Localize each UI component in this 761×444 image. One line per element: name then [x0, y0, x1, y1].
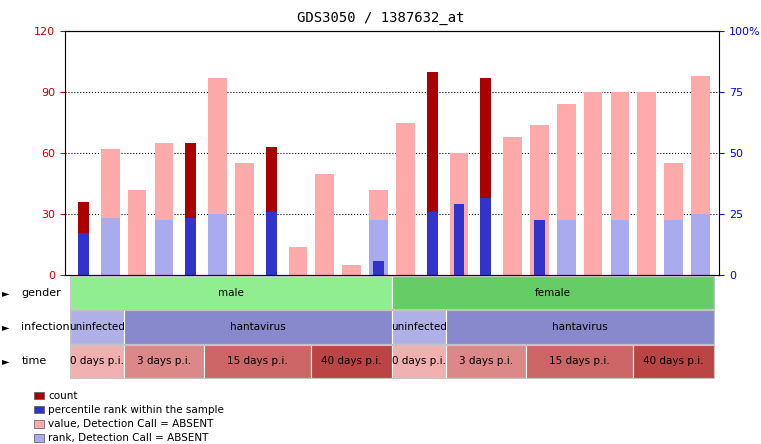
Bar: [427, 212, 438, 275]
Bar: [691, 76, 710, 275]
Bar: [396, 123, 415, 275]
Text: percentile rank within the sample: percentile rank within the sample: [48, 405, 224, 415]
Bar: [557, 104, 575, 275]
Text: uninfected: uninfected: [391, 322, 447, 332]
Bar: [503, 137, 522, 275]
Bar: [557, 220, 575, 275]
Text: male: male: [218, 288, 244, 298]
Bar: [610, 220, 629, 275]
Text: hantavirus: hantavirus: [230, 322, 285, 332]
Text: uninfected: uninfected: [69, 322, 125, 332]
Bar: [638, 92, 656, 275]
Text: 40 days p.i.: 40 days p.i.: [643, 356, 704, 366]
Bar: [450, 153, 468, 275]
Bar: [186, 218, 196, 275]
Text: ►: ►: [2, 322, 9, 332]
Bar: [288, 247, 307, 275]
Bar: [454, 204, 464, 275]
Bar: [664, 163, 683, 275]
Bar: [373, 261, 384, 275]
Bar: [584, 92, 603, 275]
Bar: [534, 220, 545, 275]
Bar: [78, 233, 89, 275]
Bar: [186, 143, 196, 275]
Bar: [101, 218, 119, 275]
Bar: [530, 125, 549, 275]
Bar: [369, 220, 388, 275]
Bar: [235, 163, 253, 275]
Bar: [78, 202, 89, 275]
Bar: [369, 190, 388, 275]
Bar: [154, 220, 174, 275]
Bar: [154, 143, 174, 275]
Text: 15 days p.i.: 15 days p.i.: [228, 356, 288, 366]
Text: 3 days p.i.: 3 days p.i.: [137, 356, 191, 366]
Text: ►: ►: [2, 288, 9, 298]
Bar: [266, 212, 276, 275]
Bar: [101, 149, 119, 275]
Text: infection: infection: [21, 322, 70, 332]
Text: value, Detection Call = ABSENT: value, Detection Call = ABSENT: [48, 419, 213, 429]
Text: hantavirus: hantavirus: [552, 322, 607, 332]
Bar: [316, 174, 334, 275]
Text: gender: gender: [21, 288, 61, 298]
Text: female: female: [535, 288, 571, 298]
Bar: [664, 220, 683, 275]
Bar: [209, 214, 227, 275]
Bar: [480, 78, 491, 275]
Text: 0 days p.i.: 0 days p.i.: [392, 356, 446, 366]
Text: 3 days p.i.: 3 days p.i.: [459, 356, 513, 366]
Text: ►: ►: [2, 356, 9, 366]
Bar: [480, 198, 491, 275]
Text: time: time: [21, 356, 46, 366]
Bar: [128, 190, 146, 275]
Bar: [209, 78, 227, 275]
Text: GDS3050 / 1387632_at: GDS3050 / 1387632_at: [297, 11, 464, 25]
Text: count: count: [48, 391, 78, 400]
Bar: [610, 92, 629, 275]
Text: 40 days p.i.: 40 days p.i.: [321, 356, 382, 366]
Text: 0 days p.i.: 0 days p.i.: [70, 356, 124, 366]
Bar: [427, 72, 438, 275]
Bar: [342, 265, 361, 275]
Bar: [691, 214, 710, 275]
Text: rank, Detection Call = ABSENT: rank, Detection Call = ABSENT: [48, 433, 209, 443]
Text: 15 days p.i.: 15 days p.i.: [549, 356, 610, 366]
Bar: [266, 147, 276, 275]
